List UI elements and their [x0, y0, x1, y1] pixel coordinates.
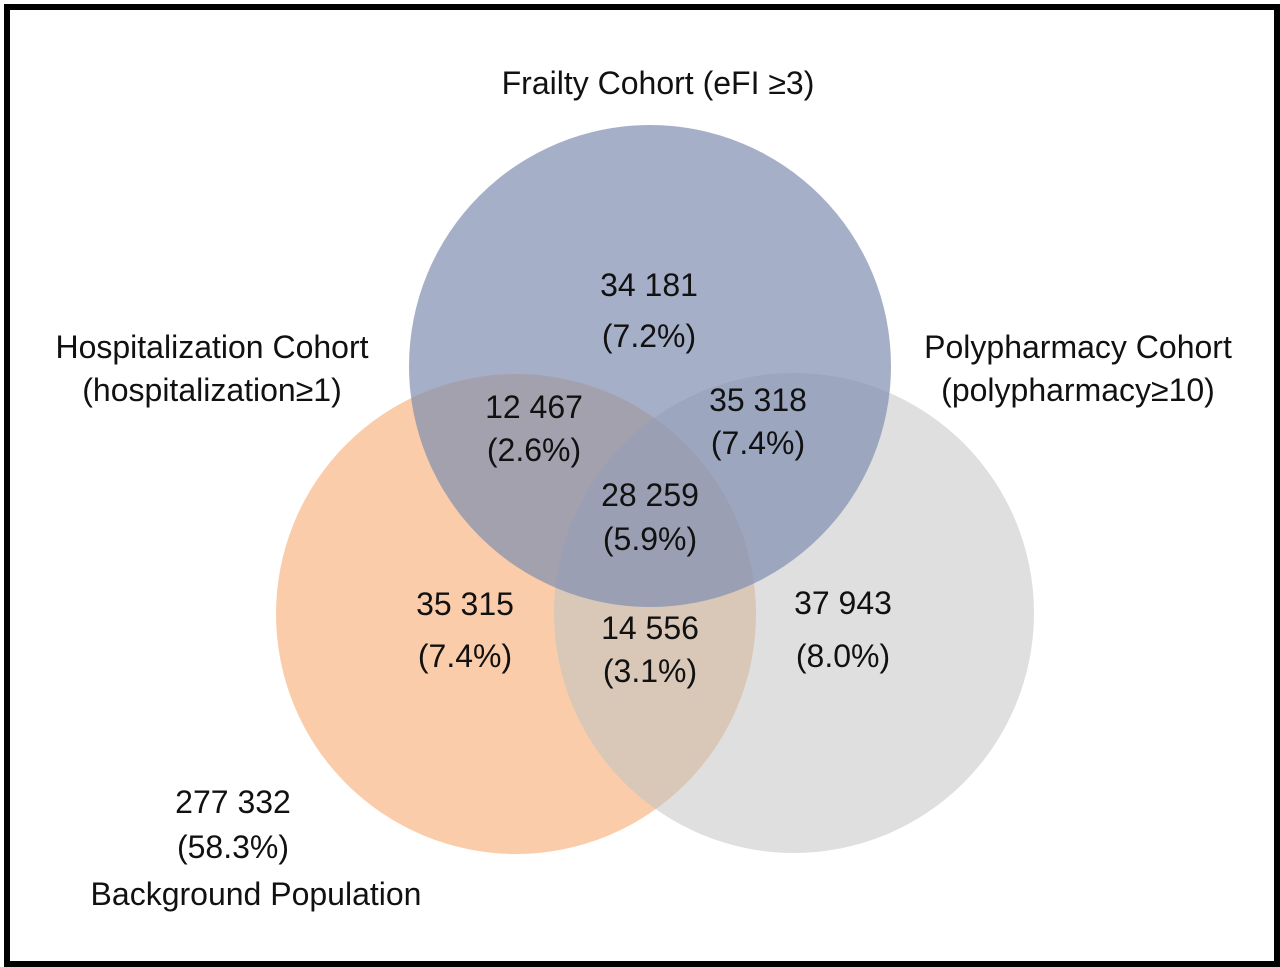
frailty-only-count: 34 181: [600, 267, 698, 303]
hospitalization-polypharmacy-percent: (3.1%): [603, 653, 697, 689]
hospitalization-only-percent: (7.4%): [418, 638, 512, 674]
frailty-hospitalization-percent: (2.6%): [487, 432, 581, 468]
frailty-only-percent: (7.2%): [602, 318, 696, 354]
hospitalization-only-count: 35 315: [416, 586, 514, 622]
background-label: Background Population: [91, 876, 422, 912]
hospitalization-polypharmacy-count: 14 556: [601, 610, 699, 646]
hospitalization-cohort-label: Hospitalization Cohort: [55, 329, 368, 365]
background-count: 277 332: [175, 784, 291, 820]
background-percent: (58.3%): [177, 829, 289, 865]
frailty-cohort-label: Frailty Cohort (eFI ≥3): [502, 65, 815, 101]
frailty-circle: [409, 125, 891, 607]
all-three-percent: (5.9%): [603, 521, 697, 557]
frailty-hospitalization-count: 12 467: [485, 389, 583, 425]
polypharmacy-only-percent: (8.0%): [796, 638, 890, 674]
frailty-polypharmacy-count: 35 318: [709, 382, 807, 418]
venn-circles: [276, 125, 1034, 854]
polypharmacy-only-count: 37 943: [794, 585, 892, 621]
frailty-polypharmacy-percent: (7.4%): [711, 425, 805, 461]
polypharmacy-cohort-label: Polypharmacy Cohort: [924, 329, 1232, 365]
all-three-count: 28 259: [601, 477, 699, 513]
polypharmacy-cohort-criterion: (polypharmacy≥10): [941, 372, 1215, 408]
hospitalization-cohort-criterion: (hospitalization≥1): [82, 372, 341, 408]
